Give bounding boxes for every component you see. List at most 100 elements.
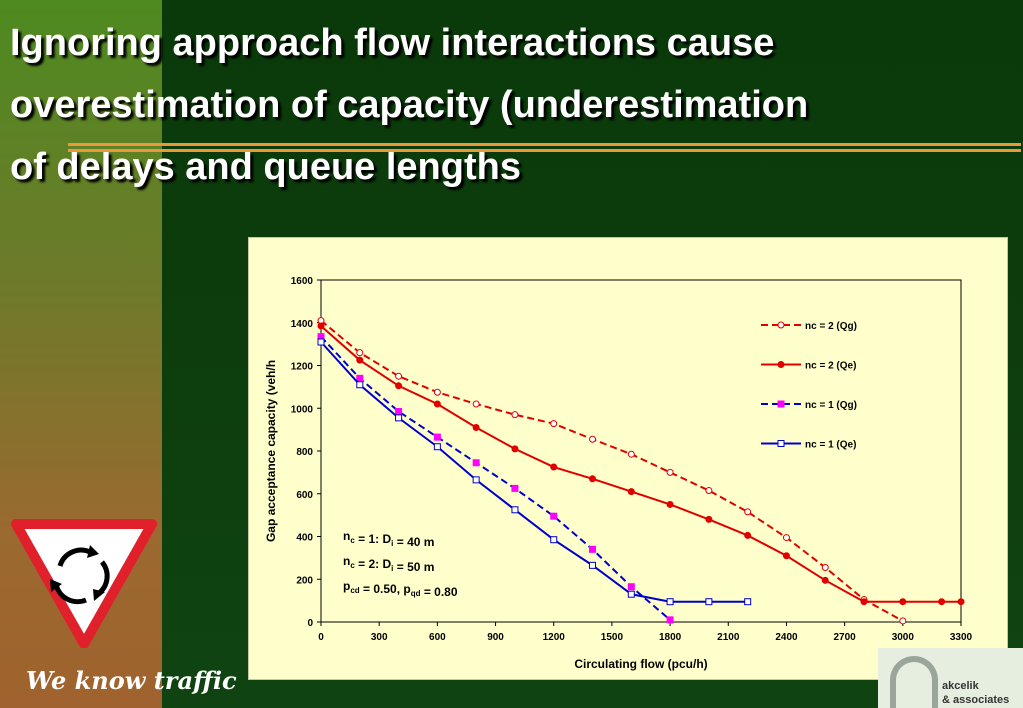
x-tick-label: 0 <box>318 632 324 643</box>
annotation-span: n <box>343 554 350 568</box>
data-point <box>550 420 558 428</box>
x-tick-label: 300 <box>371 632 388 643</box>
title-divider <box>68 143 1021 152</box>
data-point <box>666 616 674 624</box>
x-tick-label: 900 <box>487 632 504 643</box>
annotation-subscript: i <box>391 539 393 548</box>
annotation-span: = 0.50, p <box>360 582 411 596</box>
title-line-2: overestimation of capacity (underestimat… <box>10 84 809 126</box>
annotation-subscript: c <box>350 561 355 570</box>
akcelik-logo-icon: akcelik & associates <box>878 648 1023 708</box>
data-point <box>356 374 364 382</box>
tagline: We know traffic <box>26 666 237 695</box>
x-tick-label: 3300 <box>950 632 973 643</box>
data-point <box>666 500 674 508</box>
data-point <box>433 433 441 441</box>
x-tick-label: 2100 <box>717 632 740 643</box>
data-point <box>627 583 635 591</box>
y-ticks: 0 200 400 600 800 1000 1200 1400 1600 <box>291 276 321 629</box>
capacity-chart: 0 200 400 600 800 1000 1200 1400 1600 0 300 600 900… <box>264 276 973 671</box>
x-tick-label: 2400 <box>775 632 798 643</box>
data-point <box>744 508 752 516</box>
data-point <box>550 536 558 544</box>
x-tick-label: 3000 <box>892 632 915 643</box>
annotation-subscript: cd <box>350 586 359 595</box>
data-point <box>317 322 325 330</box>
title-line-1: Ignoring approach flow interactions caus… <box>10 22 775 64</box>
data-point <box>550 463 558 471</box>
data-point <box>705 598 713 606</box>
data-point <box>705 515 713 523</box>
x-axis-label: Circulating flow (pcu/h) <box>574 657 707 671</box>
legend-label: nc = 1 (Qg) <box>805 400 857 411</box>
divider-line-bottom <box>68 149 1021 152</box>
legend-label: nc = 2 (Qe) <box>805 361 856 372</box>
data-point <box>395 382 403 390</box>
legend-marker <box>777 400 785 408</box>
annotation-subscript: i <box>391 564 393 573</box>
annotation-span: = 2: D <box>355 557 392 571</box>
data-point <box>433 400 441 408</box>
data-point <box>782 552 790 560</box>
x-tick-label: 600 <box>429 632 446 643</box>
data-point <box>957 598 965 606</box>
data-point <box>395 414 403 422</box>
roundabout-yield-sign-icon <box>10 518 158 649</box>
x-tick-label: 2700 <box>834 632 857 643</box>
data-point <box>511 484 519 492</box>
logo-mark <box>890 656 938 708</box>
slide-title: Ignoring approach flow interactions caus… <box>10 12 1015 198</box>
data-point <box>472 400 480 408</box>
annotation-text: pcd = 0.50, pqd = 0.80 <box>343 579 458 599</box>
annotation-span: = 40 m <box>393 535 434 549</box>
x-tick-label: 1800 <box>659 632 682 643</box>
data-point <box>433 388 441 396</box>
series-line <box>320 335 671 621</box>
data-point <box>356 356 364 364</box>
series-line <box>320 319 904 622</box>
data-point <box>705 487 713 495</box>
legend-label: nc = 1 (Qe) <box>805 440 856 451</box>
data-point <box>589 545 597 553</box>
logo-text-1: akcelik <box>942 680 979 692</box>
y-tick-label: 200 <box>296 575 313 586</box>
data-point <box>782 534 790 542</box>
annotation-span: = 0.80 <box>421 585 458 599</box>
data-point <box>744 531 752 539</box>
y-tick-label: 1600 <box>291 276 314 287</box>
y-tick-label: 600 <box>296 490 313 501</box>
data-point <box>472 459 480 467</box>
y-axis-label: Gap acceptance capacity (veh/h <box>264 360 278 542</box>
data-point <box>666 598 674 606</box>
annotation-subscript: c <box>350 536 355 545</box>
legend-marker <box>777 440 785 447</box>
annotation-span: p <box>343 579 350 593</box>
divider-line-top <box>68 143 1021 146</box>
annotation-text: nc = 1: Di = 40 m <box>343 529 434 549</box>
y-tick-label: 1400 <box>291 319 314 330</box>
annotation-subscript: qd <box>411 589 421 598</box>
data-point <box>356 381 364 389</box>
annotation-span: n <box>343 529 350 543</box>
annotation-span: = 1: D <box>355 532 392 546</box>
data-point <box>627 488 635 496</box>
x-tick-label: 1200 <box>543 632 566 643</box>
data-point <box>511 506 519 514</box>
x-ticks: 0 300 600 900 1200 1500 1800 2100 2400 2700 3000 33… <box>318 622 973 643</box>
data-point <box>589 561 597 569</box>
y-tick-label: 1200 <box>291 362 314 373</box>
y-tick-label: 0 <box>307 618 313 629</box>
data-point <box>395 407 403 415</box>
data-point <box>317 338 325 346</box>
y-tick-label: 400 <box>296 533 313 544</box>
data-point <box>589 435 597 443</box>
legend-marker <box>777 361 785 368</box>
data-point <box>472 476 480 484</box>
legend: nc = 2 (Qg) nc = 2 (Qe) nc = 1 (Qg) nc = 1 … <box>761 321 857 451</box>
data-point <box>627 590 635 598</box>
data-point <box>899 598 907 606</box>
data-point <box>511 445 519 453</box>
data-point <box>938 598 946 606</box>
chart-panel: 0 200 400 600 800 1000 1200 1400 1600 0 300 600 900… <box>248 237 1008 680</box>
